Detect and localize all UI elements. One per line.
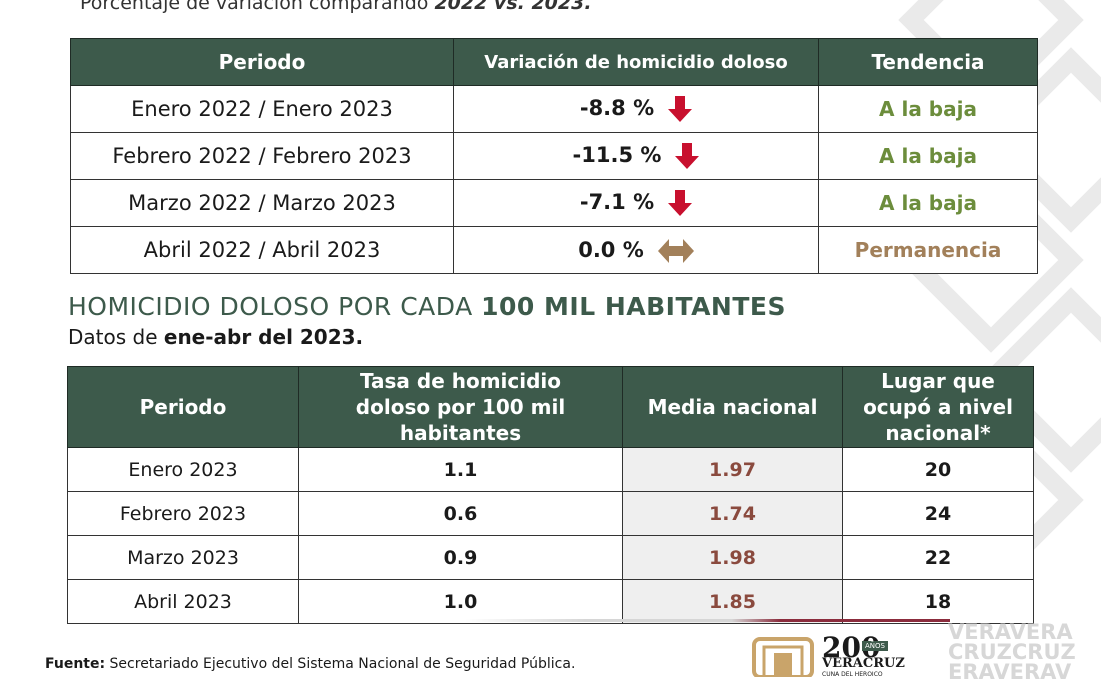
cell-tendencia: Permanencia — [818, 226, 1038, 274]
table-header-row: Periodo Variación de homicidio doloso Te… — [70, 38, 1038, 86]
section-title: HOMICIDIO DOLOSO POR CADA 100 MIL HABITA… — [68, 292, 786, 321]
cell-tendencia: A la baja — [818, 85, 1038, 133]
table-row: Abril 2023 1.0 1.85 18 — [67, 579, 1034, 624]
cell-lugar: 22 — [842, 535, 1034, 580]
cell-lugar: 18 — [842, 579, 1034, 624]
table-row: Febrero 2022 / Febrero 2023 -11.5 % A la… — [70, 132, 1038, 180]
cell-periodo: Abril 2023 — [67, 579, 299, 624]
table-header-row: Periodo Tasa de homicidio doloso por 100… — [67, 366, 1034, 448]
arrow-down-icon — [675, 143, 700, 169]
cell-periodo: Marzo 2023 — [67, 535, 299, 580]
table-row: Marzo 2022 / Marzo 2023 -7.1 % A la baja — [70, 179, 1038, 227]
cell-lugar: 24 — [842, 491, 1034, 536]
veracruz-emblem-icon — [752, 637, 814, 677]
cell-variacion: -8.8 % — [453, 85, 819, 133]
cell-periodo: Marzo 2022 / Marzo 2023 — [70, 179, 454, 227]
top-subtitle: Porcentaje de variación comparando 2022 … — [80, 0, 592, 14]
header-lugar: Lugar que ocupó a nivel nacional* — [842, 366, 1034, 448]
variation-table: Periodo Variación de homicidio doloso Te… — [70, 38, 1038, 274]
header-variacion: Variación de homicidio doloso — [453, 38, 819, 86]
rate-table: Periodo Tasa de homicidio doloso por 100… — [67, 366, 1034, 624]
cell-periodo: Febrero 2023 — [67, 491, 299, 536]
header-periodo: Periodo — [67, 366, 299, 448]
cell-periodo: Enero 2022 / Enero 2023 — [70, 85, 454, 133]
cell-tasa: 0.6 — [298, 491, 623, 536]
cell-tasa: 1.1 — [298, 447, 623, 492]
cell-variacion: -7.1 % — [453, 179, 819, 227]
header-tendencia: Tendencia — [818, 38, 1038, 86]
cell-media: 1.97 — [622, 447, 843, 492]
cell-periodo: Abril 2022 / Abril 2023 — [70, 226, 454, 274]
arrow-down-icon — [668, 96, 693, 122]
cell-media: 1.74 — [622, 491, 843, 536]
footer-divider — [465, 619, 950, 622]
section-subtitle: Datos de ene-abr del 2023. — [68, 325, 364, 349]
header-media: Media nacional — [622, 366, 843, 448]
table-row: Marzo 2023 0.9 1.98 22 — [67, 535, 1034, 580]
cell-tasa: 1.0 — [298, 579, 623, 624]
cell-periodo: Enero 2023 — [67, 447, 299, 492]
cell-lugar: 20 — [842, 447, 1034, 492]
logo-years-badge: AÑOS — [862, 641, 888, 651]
cell-variacion: -11.5 % — [453, 132, 819, 180]
cell-media: 1.98 — [622, 535, 843, 580]
table-row: Febrero 2023 0.6 1.74 24 — [67, 491, 1034, 536]
table-row: Enero 2023 1.1 1.97 20 — [67, 447, 1034, 492]
arrow-left-right-icon — [657, 238, 694, 263]
arrow-down-icon — [668, 190, 693, 216]
table-row: Enero 2022 / Enero 2023 -8.8 % A la baja — [70, 85, 1038, 133]
cell-periodo: Febrero 2022 / Febrero 2023 — [70, 132, 454, 180]
table-row: Abril 2022 / Abril 2023 0.0 % Permanenci… — [70, 226, 1038, 274]
veracruz-watermark: VERAVERA CRUZCRUZ ERAVERAV — [948, 620, 1076, 684]
header-tasa: Tasa de homicidio doloso por 100 mil hab… — [298, 366, 623, 448]
header-periodo: Periodo — [70, 38, 454, 86]
cell-tasa: 0.9 — [298, 535, 623, 580]
cell-media: 1.85 — [622, 579, 843, 624]
source-note: Fuente: Secretariado Ejecutivo del Siste… — [45, 656, 576, 672]
logo-name: VERACRUZ — [822, 656, 905, 671]
cell-tendencia: A la baja — [818, 132, 1038, 180]
logo-tagline: CUNA DEL HEROICO — [822, 671, 883, 678]
cell-tendencia: A la baja — [818, 179, 1038, 227]
cell-variacion: 0.0 % — [453, 226, 819, 274]
